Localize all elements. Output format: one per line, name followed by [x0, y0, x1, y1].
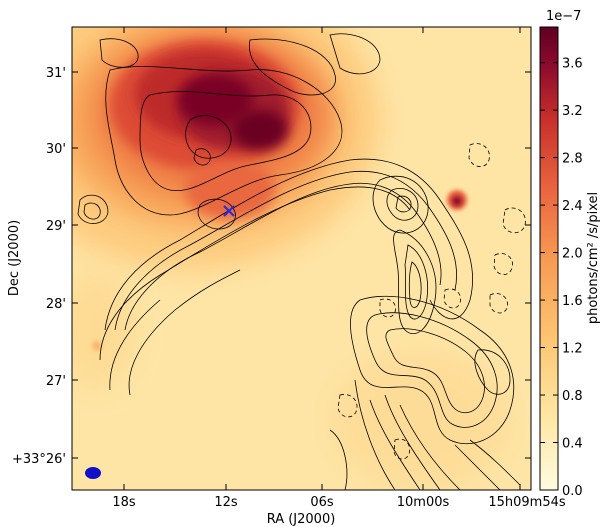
colorbar-ticks: [540, 62, 558, 491]
y-axis-label: Dec (J2000): [7, 220, 22, 296]
x-tick-label: 18s: [112, 495, 136, 510]
colorbar-tick-label: 0.4: [562, 437, 583, 452]
y-tick-label: 30': [46, 142, 66, 157]
colorbar-tick-label: 0.8: [562, 389, 583, 404]
colorbar-tick-label: 2.8: [562, 152, 583, 167]
y-axis-ticks: [72, 71, 531, 459]
colorbar-tick-label: 3.2: [562, 104, 583, 119]
colorbar: [539, 26, 559, 491]
x-axis-label: RA (J2000): [267, 512, 336, 527]
colorbar-tick-labels: 3.6 3.2 2.8 2.4 2.0 1.6 1.2 0.8 0.4 0.0: [562, 57, 583, 499]
colorbar-tick-label: 2.4: [562, 199, 583, 214]
colorbar-offset-text: 1e−7: [546, 9, 581, 24]
radio-contours: [77, 33, 526, 490]
colorbar-tick-label: 1.2: [562, 342, 583, 357]
colorbar-tick-label: 3.6: [562, 57, 583, 72]
colorbar-tick-label: 1.6: [562, 294, 583, 309]
y-tick-label: 27': [46, 374, 66, 389]
colorbar-tick-label: 0.0: [562, 484, 583, 499]
x-tick-label: 10m00s: [397, 495, 450, 510]
plot-frame: [71, 26, 532, 491]
y-tick-label: 31': [46, 66, 66, 81]
x-tick-label: 15h09m54s: [488, 495, 566, 510]
y-tick-label: +33°26': [12, 452, 66, 467]
x-tick-label: 06s: [310, 495, 334, 510]
x-ray-intensity-image: [72, 27, 531, 490]
cross-marker: [223, 205, 235, 217]
beam-ellipse: [85, 467, 101, 479]
x-tick-label: 12s: [214, 495, 238, 510]
colorbar-tick-label: 2.0: [562, 247, 583, 262]
y-tick-label: 29': [46, 219, 66, 234]
x-axis-ticks: [123, 27, 521, 490]
colorbar-label: photons/cm² /s/pixel: [586, 192, 601, 324]
y-tick-label: 28': [46, 297, 66, 312]
